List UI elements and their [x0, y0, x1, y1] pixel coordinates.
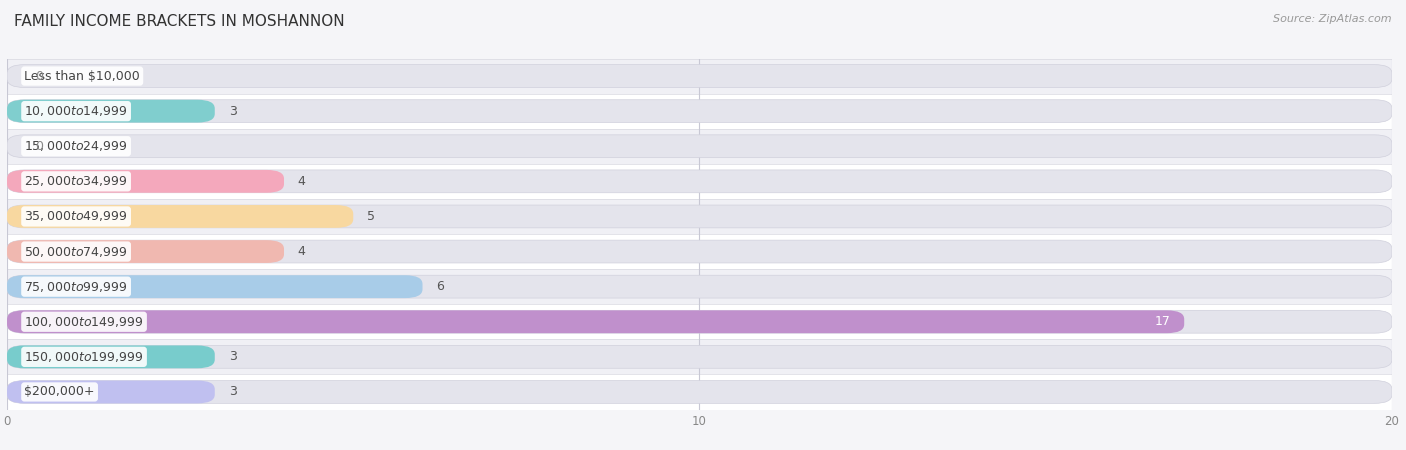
- FancyBboxPatch shape: [7, 310, 1392, 333]
- Text: $25,000 to $34,999: $25,000 to $34,999: [24, 174, 128, 189]
- Text: $150,000 to $199,999: $150,000 to $199,999: [24, 350, 143, 364]
- Text: Less than $10,000: Less than $10,000: [24, 70, 141, 82]
- Text: 0: 0: [35, 70, 42, 82]
- FancyBboxPatch shape: [7, 346, 215, 368]
- FancyBboxPatch shape: [7, 135, 1392, 158]
- FancyBboxPatch shape: [7, 275, 1392, 298]
- Bar: [7, 58, 1392, 94]
- FancyBboxPatch shape: [7, 170, 1392, 193]
- Text: 3: 3: [229, 105, 236, 117]
- FancyBboxPatch shape: [7, 346, 1392, 368]
- Text: $75,000 to $99,999: $75,000 to $99,999: [24, 279, 128, 294]
- FancyBboxPatch shape: [7, 275, 423, 298]
- FancyBboxPatch shape: [7, 240, 1392, 263]
- Text: $10,000 to $14,999: $10,000 to $14,999: [24, 104, 128, 118]
- Bar: [7, 199, 1392, 234]
- FancyBboxPatch shape: [7, 310, 1184, 333]
- Bar: [7, 374, 1392, 410]
- FancyBboxPatch shape: [7, 65, 1392, 87]
- FancyBboxPatch shape: [7, 205, 1392, 228]
- Text: 3: 3: [229, 351, 236, 363]
- Text: $35,000 to $49,999: $35,000 to $49,999: [24, 209, 128, 224]
- FancyBboxPatch shape: [7, 240, 284, 263]
- Text: $200,000+: $200,000+: [24, 386, 94, 398]
- Bar: [7, 129, 1392, 164]
- Text: $15,000 to $24,999: $15,000 to $24,999: [24, 139, 128, 153]
- Text: 4: 4: [298, 175, 305, 188]
- Text: 5: 5: [367, 210, 375, 223]
- Bar: [7, 269, 1392, 304]
- Bar: [7, 164, 1392, 199]
- FancyBboxPatch shape: [7, 100, 1392, 122]
- Text: 17: 17: [1154, 315, 1170, 328]
- Text: 6: 6: [436, 280, 444, 293]
- FancyBboxPatch shape: [7, 100, 215, 122]
- Bar: [7, 304, 1392, 339]
- Text: $100,000 to $149,999: $100,000 to $149,999: [24, 315, 143, 329]
- FancyBboxPatch shape: [7, 205, 353, 228]
- Bar: [7, 94, 1392, 129]
- Text: 0: 0: [35, 140, 42, 153]
- Text: $50,000 to $74,999: $50,000 to $74,999: [24, 244, 128, 259]
- Bar: [7, 339, 1392, 374]
- Bar: [7, 234, 1392, 269]
- Text: Source: ZipAtlas.com: Source: ZipAtlas.com: [1274, 14, 1392, 23]
- Text: 4: 4: [298, 245, 305, 258]
- FancyBboxPatch shape: [7, 170, 284, 193]
- Text: 3: 3: [229, 386, 236, 398]
- FancyBboxPatch shape: [7, 381, 215, 403]
- Text: FAMILY INCOME BRACKETS IN MOSHANNON: FAMILY INCOME BRACKETS IN MOSHANNON: [14, 14, 344, 28]
- FancyBboxPatch shape: [7, 381, 1392, 403]
